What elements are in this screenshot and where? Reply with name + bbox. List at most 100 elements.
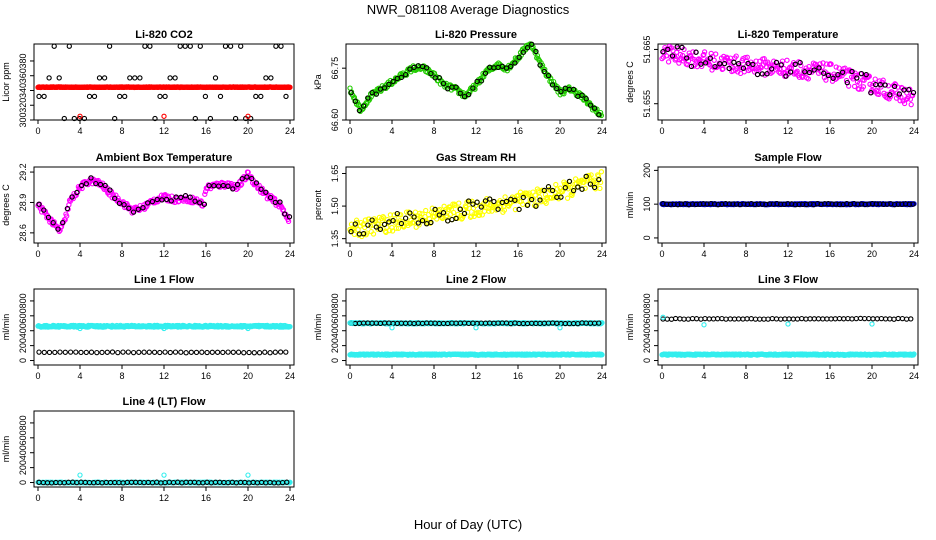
data-point <box>172 349 179 355</box>
x-tick-label: 24 <box>285 371 295 381</box>
data-point <box>352 98 358 104</box>
data-point <box>217 93 224 100</box>
data-point <box>820 316 826 322</box>
x-tick-label: 16 <box>201 126 211 136</box>
x-tick-label: 4 <box>77 249 82 259</box>
data-point <box>882 316 889 322</box>
data-point <box>182 43 188 49</box>
data-point <box>230 186 236 192</box>
data-point <box>163 193 169 199</box>
data-point <box>790 316 796 322</box>
data-point <box>765 316 771 322</box>
data-point <box>109 349 116 355</box>
data-point <box>41 93 47 100</box>
data-point <box>701 49 708 55</box>
data-point <box>187 43 193 49</box>
x-tick-label: 0 <box>35 371 40 381</box>
data-point <box>781 65 787 72</box>
data-point <box>479 212 485 218</box>
data-point <box>529 196 535 203</box>
data-point <box>806 69 813 76</box>
y-tick-label: 51.655 <box>642 90 652 118</box>
data-point <box>748 316 754 322</box>
data-point <box>669 53 676 59</box>
data-point <box>816 65 822 71</box>
data-point <box>222 43 229 49</box>
data-point <box>202 191 208 197</box>
data-point <box>579 186 585 192</box>
data-point <box>553 181 559 188</box>
data-point <box>132 75 138 81</box>
x-tick-label: 4 <box>701 371 706 381</box>
data-point <box>140 205 146 211</box>
data-point <box>348 90 354 96</box>
data-point <box>512 197 518 203</box>
data-point <box>398 220 405 227</box>
data-point <box>116 200 123 206</box>
data-point <box>805 76 811 82</box>
data-point <box>570 190 576 196</box>
plot-frame <box>345 166 607 244</box>
data-point <box>587 102 594 108</box>
data-point <box>598 112 605 119</box>
data-point <box>803 316 809 322</box>
data-point <box>811 67 817 73</box>
data-point <box>78 182 85 189</box>
x-tick-label: 24 <box>909 249 919 259</box>
data-point <box>723 316 729 322</box>
data-point <box>225 183 231 189</box>
data-point <box>664 316 670 322</box>
x-tick-label: 20 <box>867 249 877 259</box>
x-tick-label: 20 <box>243 249 253 259</box>
data-point <box>249 175 255 182</box>
x-tick-label: 12 <box>471 126 481 136</box>
data-point <box>227 43 234 49</box>
data-point <box>824 316 830 322</box>
data-point <box>209 349 215 355</box>
data-point <box>721 60 728 67</box>
data-point <box>761 316 767 322</box>
data-point <box>543 200 549 206</box>
x-tick-label: 0 <box>347 371 352 381</box>
y-tick-label: 600 <box>18 430 28 445</box>
data-point <box>76 115 83 122</box>
data-point <box>74 189 80 196</box>
data-point <box>50 220 56 226</box>
data-point <box>168 198 174 204</box>
data-point <box>745 60 751 67</box>
data-point <box>107 187 113 193</box>
data-point <box>554 186 560 192</box>
data-point <box>141 349 147 355</box>
data-point <box>815 316 822 322</box>
data-point <box>96 75 103 81</box>
data-point <box>234 181 241 188</box>
data-point <box>436 212 442 218</box>
data-point <box>688 63 695 70</box>
data-point <box>469 198 475 204</box>
data-point <box>427 220 433 226</box>
x-tick-label: 8 <box>119 126 124 136</box>
data-point <box>356 101 362 108</box>
data-point <box>869 321 875 327</box>
data-point <box>851 83 858 90</box>
data-point <box>598 169 605 175</box>
data-point <box>245 169 251 175</box>
y-tick-label: 800 <box>330 293 340 308</box>
data-point <box>197 43 203 49</box>
y-tick-label: 400 <box>18 323 28 338</box>
data-point <box>693 49 699 55</box>
x-tick-label: 12 <box>159 493 169 503</box>
data-point <box>381 221 388 228</box>
x-tick-label: 12 <box>783 126 793 136</box>
x-tick-label: 16 <box>513 126 523 136</box>
data-point <box>836 315 843 322</box>
data-point <box>596 112 602 118</box>
data-point <box>251 350 257 356</box>
data-point <box>764 71 770 77</box>
data-point <box>582 185 588 191</box>
y-tick-label: 66.60 <box>330 109 340 132</box>
y-tick-label: 51.665 <box>642 36 652 64</box>
data-point <box>395 225 402 231</box>
